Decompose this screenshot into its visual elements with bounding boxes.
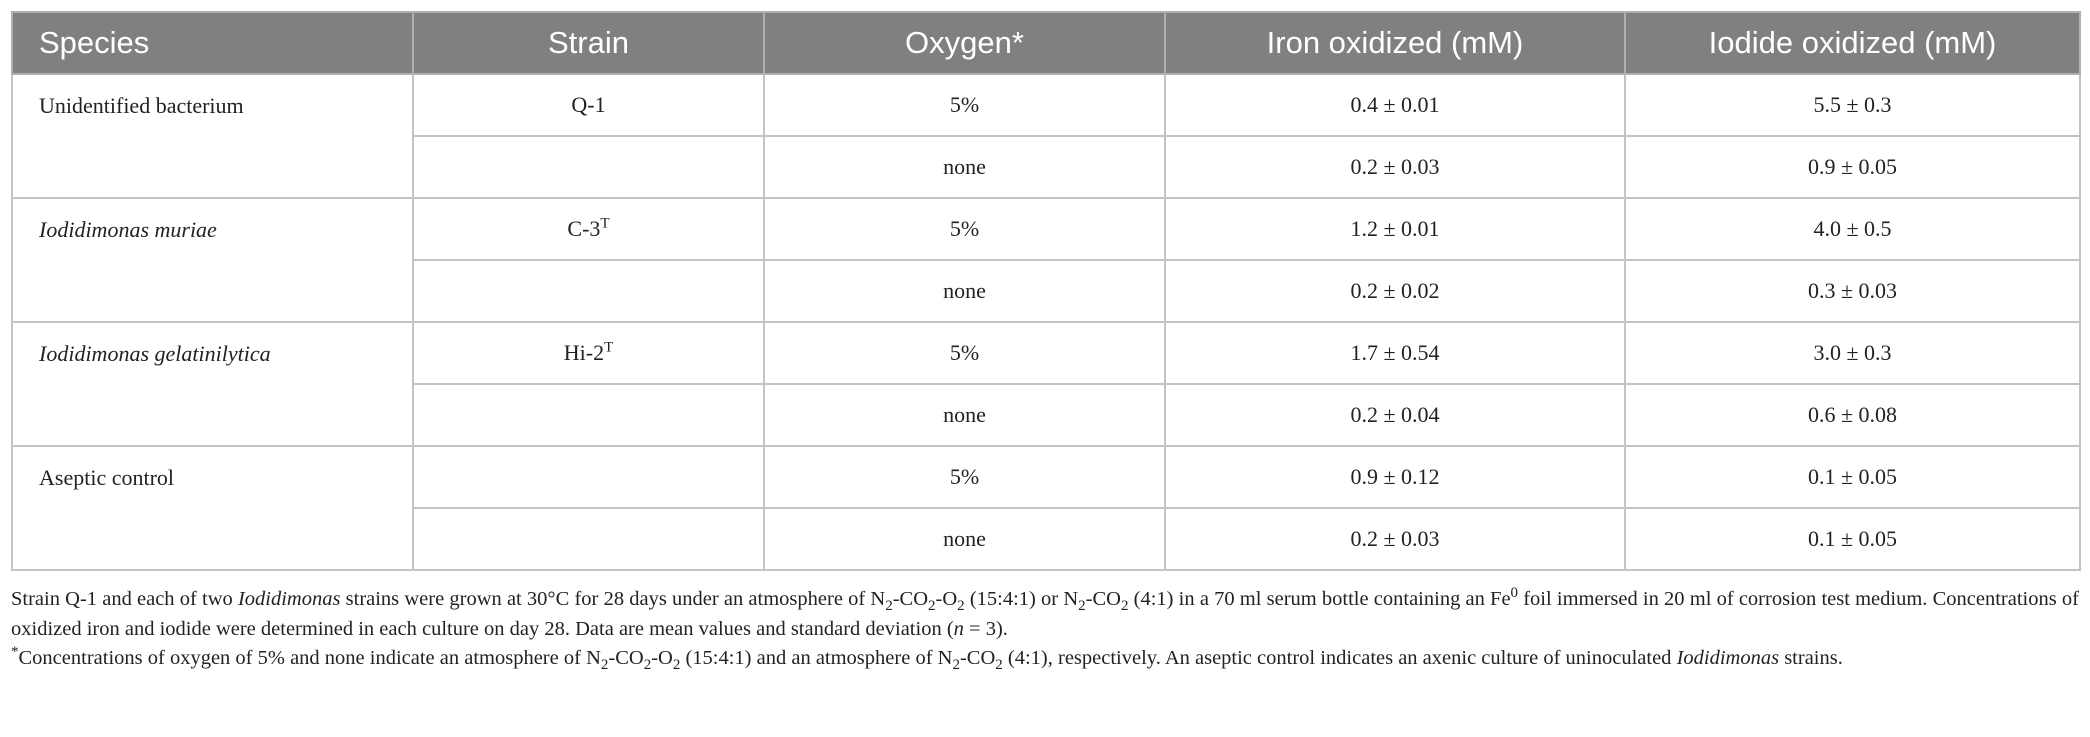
text-run: 2 [928, 598, 936, 615]
iron-cell: 0.9 ± 0.12 [1164, 445, 1626, 509]
strain-cell: Hi-2T [412, 321, 765, 385]
table-row: none 0.2 ± 0.04 0.6 ± 0.08 [12, 383, 2081, 447]
text-run: -CO [1085, 588, 1121, 610]
oxygen-cell: 5% [763, 321, 1166, 385]
text-run: Concentrations of oxygen of 5% and none … [18, 647, 601, 669]
strain-cell: C-3T [412, 197, 765, 261]
footnote: *Concentrations of oxygen of 5% and none… [11, 644, 2079, 674]
strain-cell [412, 507, 765, 571]
text-run: -CO [959, 647, 996, 669]
oxygen-cell: 5% [763, 445, 1166, 509]
text-run: 2 [1120, 598, 1129, 615]
column-header: Strain [412, 11, 765, 75]
footnote: Strain Q-1 and each of two Iodidimonas s… [11, 585, 2079, 644]
iron-cell: 0.2 ± 0.02 [1164, 259, 1626, 323]
species-cell: Iodidimonas gelatinilytica [11, 321, 414, 447]
text-run: Iodidimonas gelatinilytica [39, 341, 271, 366]
text-run: Iodidimonas [1676, 647, 1780, 669]
table-row: none 0.2 ± 0.03 0.1 ± 0.05 [12, 507, 2081, 571]
text-run: -O [651, 647, 673, 669]
oxygen-cell: none [763, 507, 1166, 571]
table-row: Aseptic control 5% 0.9 ± 0.12 0.1 ± 0.05 [11, 445, 2081, 571]
iodide-cell: 0.6 ± 0.08 [1624, 383, 2081, 447]
iodide-cell: 4.0 ± 0.5 [1624, 197, 2081, 261]
text-run: 2 [957, 598, 965, 615]
strain-cell [412, 135, 765, 199]
table-row: Iodidimonas gelatinilytica Hi-2T 5% 1.7 ± 0… [11, 321, 2081, 447]
text-run: -CO [608, 647, 644, 669]
table-row: none 0.2 ± 0.03 0.9 ± 0.05 [12, 135, 2081, 199]
table-body: Unidentified bacterium Q-1 5% 0.4 ± 0.01 5.5… [11, 73, 2081, 571]
text-run: 2 [643, 657, 652, 674]
text-run: Q-1 [571, 92, 606, 117]
species-cell: Unidentified bacterium [11, 73, 414, 199]
header-row: Species Strain Oxygen* Iron oxidized (mM) Io… [11, 11, 2081, 75]
strain-cell [412, 259, 765, 323]
text-run: n [953, 617, 964, 640]
oxygen-cell: none [763, 259, 1166, 323]
column-header: Iron oxidized (mM) [1164, 11, 1626, 75]
text-run: 2 [952, 657, 960, 674]
text-run: 2 [600, 657, 609, 674]
table-wrap: Species Strain Oxygen* Iron oxidized (mM) Io… [11, 11, 2081, 674]
text-run: 2 [672, 657, 681, 674]
table-row: none 0.2 ± 0.02 0.3 ± 0.03 [12, 259, 2081, 323]
iron-cell: 1.2 ± 0.01 [1164, 197, 1626, 261]
oxygen-cell: 5% [763, 197, 1166, 261]
text-run: Hi-2 [563, 340, 605, 365]
text-run: C-3 [567, 216, 601, 241]
text-run: Strain Q-1 and each of two [11, 588, 238, 610]
iron-cell: 1.7 ± 0.54 [1164, 321, 1626, 385]
text-run: Aseptic control [39, 465, 175, 490]
iron-cell: 0.2 ± 0.03 [1164, 135, 1626, 199]
oxygen-cell: none [763, 135, 1166, 199]
strain-cell [412, 445, 765, 509]
text-run: Iodidimonas muriae [39, 217, 217, 242]
text-run: -O [935, 588, 958, 610]
text-run: 2 [995, 657, 1003, 674]
text-run: -CO [892, 588, 928, 610]
column-header: Iodide oxidized (mM) [1624, 11, 2081, 75]
iodide-cell: 3.0 ± 0.3 [1624, 321, 2081, 385]
iodide-cell: 0.9 ± 0.05 [1624, 135, 2081, 199]
text-run: * [11, 644, 19, 661]
iron-cell: 0.2 ± 0.04 [1164, 383, 1626, 447]
text-run: T [604, 339, 614, 356]
iodide-cell: 0.1 ± 0.05 [1624, 445, 2081, 509]
species-cell: Iodidimonas muriae [11, 197, 414, 323]
text-run: foil immersed in 20 ml of corrosion test… [11, 588, 2079, 640]
text-run: 0 [1510, 585, 1519, 602]
species-cell: Aseptic control [11, 445, 414, 571]
text-run: (4:1), respectively. An aseptic control … [1002, 647, 1677, 669]
text-run: 2 [1078, 598, 1086, 615]
table-row: Iodidimonas muriae C-3T 5% 1.2 ± 0.01 4.0 ± … [11, 197, 2081, 323]
text-run: (15:4:1) and an atmosphere of N [680, 647, 953, 669]
iron-cell: 0.2 ± 0.03 [1164, 507, 1626, 571]
strain-cell [412, 383, 765, 447]
text-run: = 3). [963, 617, 1008, 640]
iron-cell: 0.4 ± 0.01 [1164, 73, 1626, 137]
text-run: (15:4:1) or N [964, 588, 1079, 610]
text-run: strains. [1779, 647, 1843, 669]
column-header: Species [11, 11, 414, 75]
iodide-cell: 0.1 ± 0.05 [1624, 507, 2081, 571]
iodide-cell: 0.3 ± 0.03 [1624, 259, 2081, 323]
footnotes: Strain Q-1 and each of two Iodidimonas s… [11, 585, 2079, 674]
iodide-cell: 5.5 ± 0.3 [1624, 73, 2081, 137]
column-header: Oxygen* [763, 11, 1166, 75]
oxygen-cell: 5% [763, 73, 1166, 137]
table-row: Unidentified bacterium Q-1 5% 0.4 ± 0.01 5.5… [11, 73, 2081, 199]
text-run: Unidentified bacterium [39, 93, 244, 118]
text-run: (4:1) in a 70 ml serum bottle containing… [1128, 588, 1511, 610]
strain-cell: Q-1 [412, 73, 765, 137]
text-run: T [600, 215, 610, 232]
text-run: strains were grown at 30°C for 28 days u… [340, 588, 886, 610]
oxygen-cell: none [763, 383, 1166, 447]
text-run: Iodidimonas [237, 588, 341, 610]
text-run: 2 [885, 598, 893, 615]
data-table: Species Strain Oxygen* Iron oxidized (mM) Io… [11, 11, 2081, 571]
